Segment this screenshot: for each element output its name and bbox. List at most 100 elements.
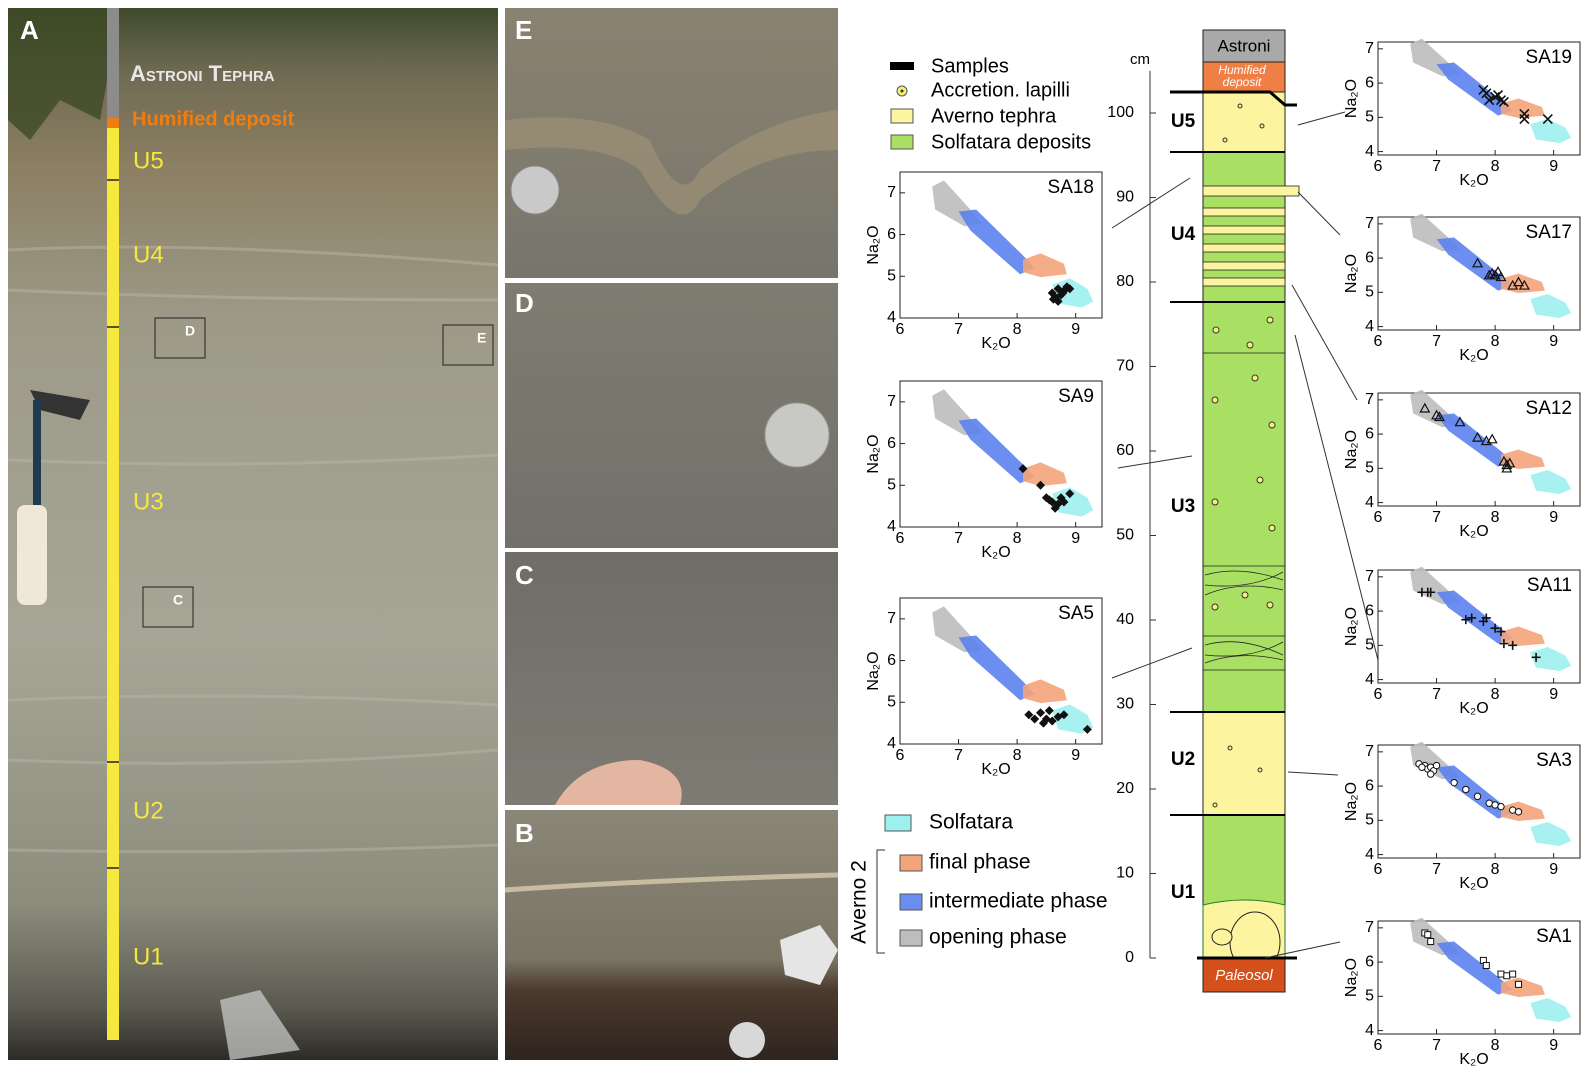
y-tick-label: 7 (1365, 743, 1374, 760)
legend-item: Averno tephra (931, 105, 1057, 127)
x-tick-label: 8 (1491, 509, 1500, 526)
y-tick-label: 6 (1365, 953, 1374, 970)
y-tick-label: 6 (1365, 249, 1374, 266)
y-tick-label: 5 (887, 694, 896, 711)
panel-label: B (515, 818, 534, 848)
x-tick-label: 8 (1491, 1037, 1500, 1054)
legend-item: Samples (931, 55, 1009, 77)
tick-label: 40 (1116, 611, 1134, 628)
y-tick-label: 5 (887, 477, 896, 494)
layer-label: deposit (1223, 75, 1262, 89)
point (1504, 973, 1510, 979)
x-tick-label: 7 (1432, 686, 1441, 703)
x-tick-label: 7 (1432, 158, 1441, 175)
panel-label: A (20, 15, 39, 45)
y-tick-label: 5 (1365, 109, 1374, 126)
y-tick-label: 4 (1365, 671, 1374, 688)
x-axis-label: K₂O (1459, 172, 1488, 189)
x-tick-label: 9 (1071, 530, 1080, 547)
tick-label: 20 (1116, 780, 1134, 797)
y-tick-label: 4 (887, 735, 896, 752)
point (1516, 981, 1522, 987)
y-tick-label: 7 (1365, 40, 1374, 57)
detail-label: D (185, 323, 195, 339)
x-tick-label: 8 (1013, 321, 1022, 338)
point (1483, 963, 1489, 969)
point (1433, 762, 1439, 768)
unit-label: U5 (1171, 111, 1196, 132)
y-axis-label: Na₂O (865, 434, 882, 473)
legend-item: Solfatara (929, 811, 1013, 834)
x-tick-label: 8 (1013, 530, 1022, 547)
x-tick-label: 8 (1013, 747, 1022, 764)
unit-label: U2 (1171, 749, 1195, 770)
y-tick-label: 6 (1365, 777, 1374, 794)
y-tick-label: 4 (1365, 318, 1374, 335)
photo-a (8, 8, 498, 1060)
tick-label: 10 (1116, 865, 1134, 882)
x-tick-label: 6 (896, 530, 905, 547)
detail-label: C (173, 592, 183, 608)
point (1474, 793, 1480, 799)
point (1425, 932, 1431, 938)
y-tick-label: 4 (1365, 846, 1374, 863)
x-tick-label: 8 (1491, 686, 1500, 703)
tick-label: 50 (1116, 527, 1134, 544)
y-axis-label: Na₂O (1343, 79, 1360, 118)
x-tick-label: 9 (1549, 1037, 1558, 1054)
point (1428, 939, 1434, 945)
plot-title: SA5 (1058, 603, 1094, 624)
unit-label: U4 (133, 241, 164, 268)
plot-title: SA9 (1058, 386, 1094, 407)
x-tick-label: 9 (1549, 333, 1558, 350)
unit-label: U1 (1171, 882, 1196, 903)
plot-title: SA18 (1048, 177, 1094, 198)
point (1498, 803, 1504, 809)
panel-label: D (515, 288, 534, 318)
unit-label: U4 (1171, 224, 1196, 245)
plot-title: SA12 (1526, 398, 1572, 419)
y-tick-label: 6 (1365, 602, 1374, 619)
y-tick-label: 6 (887, 435, 896, 452)
x-tick-label: 8 (1491, 158, 1500, 175)
stratigraphic-column (1112, 30, 1378, 992)
y-axis-label: Na₂O (865, 225, 882, 264)
point (1463, 786, 1469, 792)
x-tick-label: 6 (1374, 158, 1383, 175)
x-tick-label: 9 (1549, 158, 1558, 175)
point (1498, 971, 1504, 977)
y-tick-label: 7 (887, 393, 896, 410)
x-tick-label: 6 (1374, 509, 1383, 526)
x-tick-label: 6 (896, 321, 905, 338)
x-tick-label: 8 (1491, 333, 1500, 350)
x-tick-label: 8 (1491, 861, 1500, 878)
x-axis-label: K₂O (981, 761, 1010, 778)
legend-group: Averno 2 (848, 860, 871, 944)
y-tick-label: 4 (887, 309, 896, 326)
tick-label: 90 (1116, 189, 1134, 206)
x-tick-label: 9 (1071, 321, 1080, 338)
axis-unit: cm (1130, 51, 1150, 68)
tick-label: 0 (1125, 949, 1134, 966)
point (1427, 771, 1433, 777)
y-tick-label: 6 (887, 652, 896, 669)
y-axis-label: Na₂O (1343, 430, 1360, 469)
y-tick-label: 4 (887, 518, 896, 535)
x-tick-label: 6 (1374, 333, 1383, 350)
legend-item: intermediate phase (929, 890, 1108, 913)
unit-label: U3 (1171, 496, 1195, 517)
plot-title: SA19 (1526, 47, 1572, 68)
x-axis-label: K₂O (1459, 523, 1488, 540)
y-tick-label: 7 (1365, 215, 1374, 232)
x-tick-label: 7 (1432, 333, 1441, 350)
x-tick-label: 6 (1374, 861, 1383, 878)
y-tick-label: 4 (1365, 494, 1374, 511)
y-tick-label: 6 (1365, 425, 1374, 442)
x-tick-label: 7 (954, 321, 963, 338)
x-axis-label: K₂O (1459, 875, 1488, 892)
x-tick-label: 9 (1071, 747, 1080, 764)
unit-label: U1 (133, 943, 164, 970)
y-axis-label: Na₂O (1343, 782, 1360, 821)
y-tick-label: 4 (1365, 143, 1374, 160)
y-tick-label: 6 (887, 226, 896, 243)
